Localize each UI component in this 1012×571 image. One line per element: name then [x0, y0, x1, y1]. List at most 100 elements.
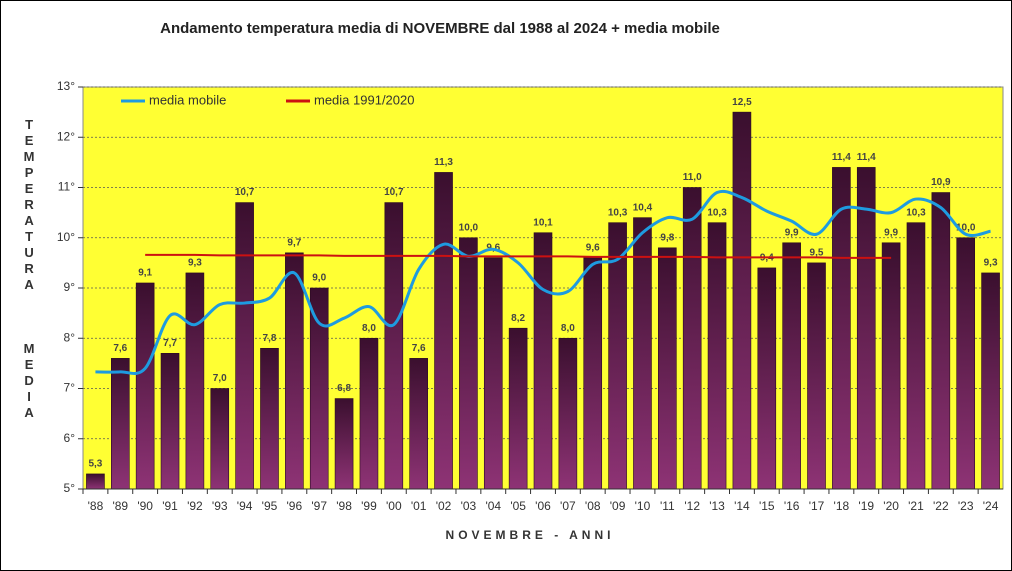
value-label: 9,9	[785, 227, 799, 238]
x-tick-label: '92	[187, 499, 203, 513]
y-tick-label: 12°	[57, 129, 75, 143]
value-label: 7,8	[263, 333, 277, 344]
bar	[931, 192, 951, 490]
x-tick-label: '05	[510, 499, 526, 513]
bar	[110, 358, 130, 490]
x-tick-label: '99	[361, 499, 377, 513]
y-tick-label: 9°	[64, 280, 76, 294]
bar	[483, 257, 503, 490]
value-label: 9,7	[287, 237, 301, 248]
x-axis-label: NOVEMBRE - ANNI	[446, 528, 615, 542]
value-label: 9,1	[138, 268, 152, 279]
x-tick-label: '16	[784, 499, 800, 513]
value-label: 10,0	[459, 222, 479, 233]
x-tick-label: '02	[436, 499, 452, 513]
x-tick-label: '97	[311, 499, 327, 513]
y-axis-label: MEDIA	[22, 341, 37, 421]
bar	[434, 172, 453, 490]
value-label: 9,8	[660, 232, 674, 243]
x-tick-label: '93	[212, 499, 228, 513]
value-label: 9,6	[586, 242, 600, 253]
value-label: 8,0	[561, 323, 575, 334]
x-tick-label: '10	[635, 499, 651, 513]
bar	[583, 257, 603, 490]
value-label: 10,9	[931, 177, 951, 188]
bar	[782, 242, 801, 490]
x-tick-label: '11	[660, 499, 675, 513]
bar	[160, 353, 180, 490]
x-tick-label: '88	[88, 499, 104, 513]
value-label: 11,4	[857, 152, 876, 163]
x-tick-label: '22	[933, 499, 949, 513]
bar	[732, 111, 752, 490]
value-label: 10,3	[608, 207, 628, 218]
value-label: 9,0	[312, 273, 326, 284]
bar	[558, 337, 578, 490]
x-tick-label: '17	[809, 499, 825, 513]
value-label: 9,3	[188, 258, 202, 269]
value-label: 11,0	[683, 172, 702, 183]
y-tick-label: 13°	[57, 79, 75, 93]
value-label: 7,0	[213, 373, 227, 384]
value-label: 9,5	[810, 248, 824, 259]
value-label: 10,3	[707, 207, 727, 218]
y-tick-label: 11°	[58, 180, 75, 194]
value-label: 10,3	[906, 207, 926, 218]
bar	[757, 267, 777, 490]
value-label: 12,5	[732, 97, 752, 108]
x-tick-label: '01	[411, 499, 427, 513]
bar	[334, 398, 354, 490]
value-label: 8,2	[511, 313, 525, 324]
value-label: 10,1	[533, 217, 553, 228]
x-tick-label: '06	[535, 499, 551, 513]
x-tick-label: '24	[983, 499, 999, 513]
bar	[533, 232, 553, 490]
bar	[185, 272, 205, 490]
x-tick-label: '19	[858, 499, 874, 513]
bar	[906, 222, 926, 490]
series-line	[145, 253, 892, 259]
bar	[409, 358, 428, 490]
y-tick-label: 10°	[57, 230, 75, 244]
x-tick-label: '07	[560, 499, 576, 513]
y-tick-label: 7°	[64, 381, 76, 395]
x-tick-label: '95	[262, 499, 278, 513]
x-tick-label: '15	[759, 499, 775, 513]
bar	[86, 473, 105, 490]
x-tick-label: '98	[336, 499, 352, 513]
chart-title: Andamento temperatura media di NOVEMBRE …	[160, 20, 720, 37]
value-label: 7,6	[412, 343, 426, 354]
legend-label: media mobile	[149, 92, 226, 107]
bar	[359, 337, 379, 490]
bar	[807, 262, 826, 490]
x-tick-label: '03	[461, 499, 477, 513]
value-label: 11,4	[832, 152, 851, 163]
x-tick-label: '20	[883, 499, 899, 513]
x-tick-label: '18	[834, 499, 850, 513]
value-label: 9,3	[984, 258, 998, 269]
bar	[682, 187, 702, 490]
bar	[658, 247, 677, 490]
y-tick-label: 6°	[64, 431, 76, 445]
x-tick-label: '08	[585, 499, 601, 513]
x-tick-label: '12	[684, 499, 700, 513]
x-tick-label: '00	[386, 499, 402, 513]
x-tick-label: '09	[610, 499, 626, 513]
bar	[956, 237, 976, 490]
x-tick-label: '21	[908, 499, 924, 513]
bar	[459, 237, 478, 490]
bar	[508, 327, 528, 490]
bar	[235, 202, 254, 490]
y-axis-label: TEMPERATURA	[22, 117, 37, 293]
x-tick-label: '91	[162, 499, 178, 513]
bar	[260, 347, 279, 490]
x-tick-label: '89	[112, 499, 128, 513]
value-label: 7,6	[113, 343, 127, 354]
series-line	[95, 189, 991, 375]
value-label: 11,3	[434, 157, 453, 168]
x-tick-label: '14	[734, 499, 750, 513]
x-tick-label: '13	[709, 499, 725, 513]
value-label: 10,7	[384, 187, 404, 198]
